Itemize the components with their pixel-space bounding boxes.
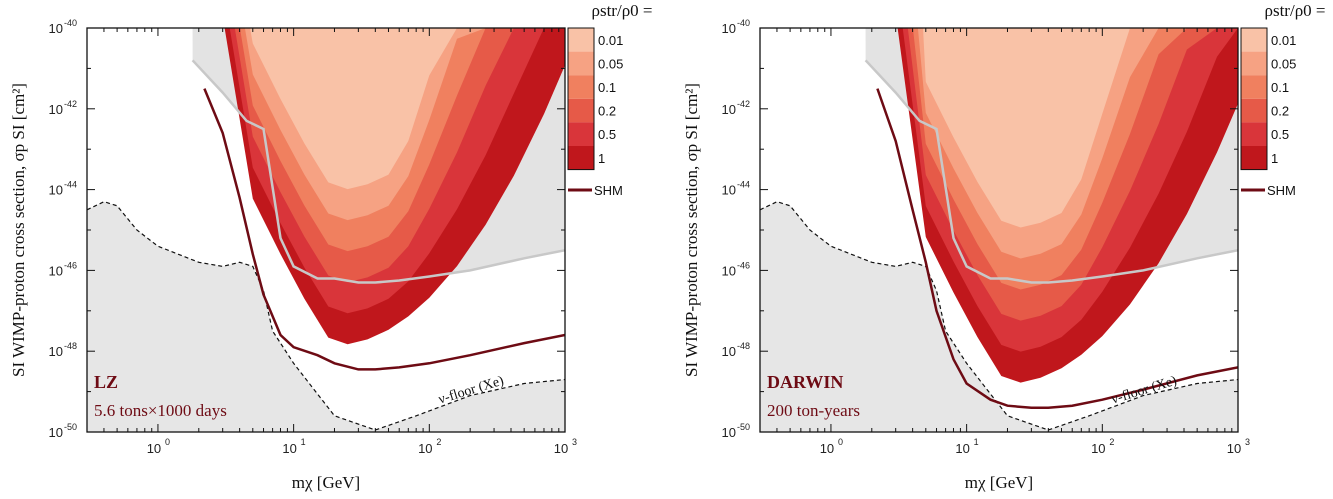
- colorbar-swatch-0.1: [568, 75, 594, 99]
- colorbar-frame: [567, 27, 595, 171]
- colorbar-title: ρstr/ρ0 =: [591, 1, 652, 20]
- legend-label-shm: SHM: [1267, 183, 1296, 198]
- plot-area: [760, 28, 1238, 432]
- colorbar-swatch-0.05: [1241, 51, 1267, 76]
- stream-contour-0.01: [923, 28, 1238, 228]
- stream-contour-0.01: [250, 28, 565, 190]
- annotation-subtitle: 5.6 tons×1000 days: [94, 401, 227, 420]
- colorbar-swatch-0.5: [568, 122, 594, 146]
- colorbar-frame: [1240, 27, 1268, 171]
- colorbar-label: 0.01: [598, 33, 623, 48]
- y-tick-exponent: -48: [737, 341, 750, 351]
- y-tick-exponent: -40: [64, 18, 77, 28]
- neutrino-floor-region: [87, 201, 565, 432]
- legend-label-shm: SHM: [594, 183, 623, 198]
- y-tick-label: 10: [49, 183, 63, 198]
- colorbar-label: 1: [598, 151, 605, 166]
- x-axis-title: mχ [GeV]: [965, 473, 1033, 492]
- y-axis-title: SI WIMP-proton cross section, σp SI [cm²…: [9, 83, 28, 377]
- colorbar-label: 0.1: [1271, 80, 1289, 95]
- colorbar-label: 0.5: [598, 127, 616, 142]
- annotation-title: LZ: [94, 372, 118, 392]
- colorbar-label: 0.2: [598, 104, 616, 119]
- x-tick-exponent: 2: [1109, 437, 1114, 447]
- colorbar-swatch-0.1: [1241, 75, 1267, 99]
- x-axis-title: mχ [GeV]: [292, 473, 360, 492]
- x-tick-label: 10: [418, 441, 432, 456]
- x-tick-label: 10: [820, 441, 834, 456]
- x-tick-label: 10: [955, 441, 969, 456]
- colorbar-label: 0.05: [598, 56, 623, 71]
- colorbar-swatch-0.2: [1241, 98, 1267, 123]
- colorbar-label: 0.01: [1271, 33, 1296, 48]
- plot-area: [87, 28, 565, 432]
- neutrino-floor-region: [760, 201, 1238, 432]
- y-tick-exponent: -42: [737, 99, 750, 109]
- x-tick-label: 10: [1091, 441, 1105, 456]
- x-tick-exponent: 0: [165, 437, 170, 447]
- y-tick-exponent: -50: [64, 422, 77, 432]
- y-tick-label: 10: [722, 263, 736, 278]
- x-tick-label: 10: [282, 441, 296, 456]
- colorbar-swatch-1: [568, 146, 594, 170]
- y-tick-label: 10: [49, 102, 63, 117]
- x-tick-exponent: 3: [1245, 437, 1250, 447]
- colorbar-swatch-1: [1241, 146, 1267, 170]
- x-tick-exponent: 1: [301, 437, 306, 447]
- neutrino-floor-line: [760, 201, 1238, 431]
- colorbar: ρstr/ρ0 = 0.01 0.05 0.1 0.2 0.5 1: [567, 1, 653, 171]
- colorbar-title: ρstr/ρ0 =: [1264, 1, 1325, 20]
- shm-line: [203, 88, 565, 371]
- y-tick-exponent: -44: [64, 180, 77, 190]
- neutrino-floor-line: [87, 201, 565, 431]
- colorbar-swatch-0.05: [568, 51, 594, 76]
- colorbar: ρstr/ρ0 = 0.01 0.05 0.1 0.2 0.5 1: [1240, 1, 1326, 171]
- colorbar-label: 0.5: [1271, 127, 1289, 142]
- y-tick-exponent: -46: [64, 260, 77, 270]
- y-tick-label: 10: [49, 263, 63, 278]
- y-tick-label: 10: [49, 425, 63, 440]
- exclusion-boundary-line: [864, 59, 1238, 284]
- annotation-subtitle: 200 ton-years: [767, 401, 860, 420]
- y-tick-label: 10: [49, 344, 63, 359]
- x-tick-label: 10: [554, 441, 568, 456]
- shm-line: [876, 88, 1238, 410]
- y-tick-label: 10: [722, 183, 736, 198]
- colorbar-label: 0.2: [1271, 104, 1289, 119]
- colorbar-swatch-0.2: [568, 98, 594, 123]
- exclusion-boundary-line: [191, 59, 565, 284]
- y-tick-exponent: -44: [737, 180, 750, 190]
- y-tick-exponent: -42: [64, 99, 77, 109]
- y-tick-label: 10: [722, 344, 736, 359]
- y-tick-label: 10: [722, 425, 736, 440]
- x-tick-exponent: 3: [572, 437, 577, 447]
- annotation-title: DARWIN: [767, 372, 843, 392]
- x-tick-exponent: 1: [974, 437, 979, 447]
- legend: SHM: [1241, 183, 1296, 198]
- y-tick-exponent: -40: [737, 18, 750, 28]
- colorbar-label: 1: [1271, 151, 1278, 166]
- y-tick-exponent: -50: [737, 422, 750, 432]
- y-tick-exponent: -48: [64, 341, 77, 351]
- colorbar-swatch-0.01: [1241, 28, 1267, 52]
- y-tick-exponent: -46: [737, 260, 750, 270]
- y-axis-title: SI WIMP-proton cross section, σp SI [cm²…: [682, 83, 701, 377]
- colorbar-swatch-0.01: [568, 28, 594, 52]
- x-tick-label: 10: [1227, 441, 1241, 456]
- x-tick-label: 10: [147, 441, 161, 456]
- x-tick-exponent: 2: [436, 437, 441, 447]
- legend: SHM: [568, 183, 623, 198]
- colorbar-label: 0.05: [1271, 56, 1296, 71]
- y-tick-label: 10: [722, 21, 736, 36]
- x-tick-exponent: 0: [838, 437, 843, 447]
- colorbar-label: 0.1: [598, 80, 616, 95]
- y-tick-label: 10: [49, 21, 63, 36]
- y-tick-label: 10: [722, 102, 736, 117]
- colorbar-swatch-0.5: [1241, 122, 1267, 146]
